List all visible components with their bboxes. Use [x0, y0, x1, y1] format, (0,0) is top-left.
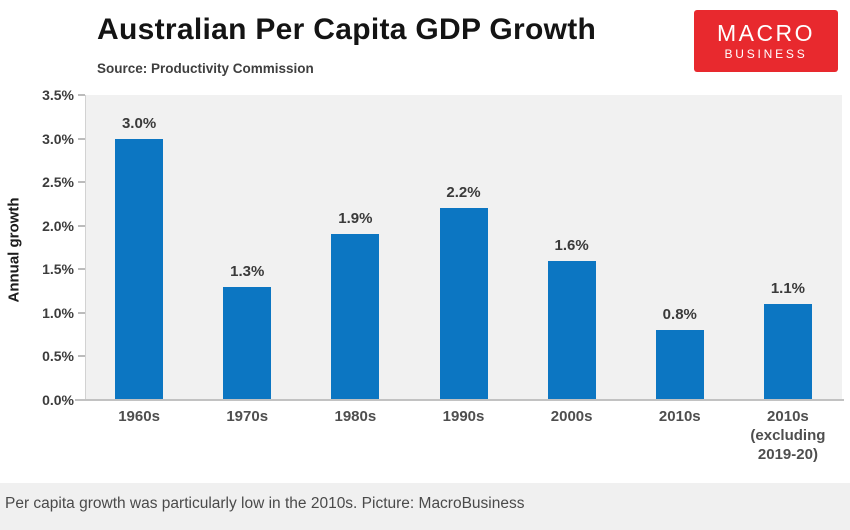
- bar-2010s-excluding-2019-20-: [763, 304, 812, 400]
- logo-text-business: BUSINESS: [724, 47, 808, 61]
- bar-1980s: [331, 234, 380, 400]
- caption-text: Per capita growth was particularly low i…: [5, 495, 525, 512]
- x-tick-label: 1990s: [442, 408, 485, 425]
- x-axis-line: [75, 399, 844, 401]
- bar-2000s: [547, 261, 596, 400]
- bar-value-label: 3.0%: [121, 115, 157, 132]
- bar-value-label: 1.9%: [338, 210, 373, 227]
- x-axis: 1960s 1970s 1980s 1990s 2000s 2010s 2010s (exc…: [85, 407, 842, 477]
- bar-2010s: [655, 330, 704, 400]
- y-tick-mark: [78, 224, 85, 227]
- x-tick-label: 2010s: [658, 408, 701, 425]
- y-tick-label: 3.0%: [42, 130, 74, 147]
- bar-value-label: 0.8%: [662, 306, 697, 323]
- y-tick-mark: [78, 181, 85, 184]
- x-tick-label: 1970s: [226, 408, 269, 425]
- bar-1970s: [223, 287, 272, 400]
- y-tick-label: 3.5%: [42, 87, 74, 103]
- y-axis-line: [85, 95, 86, 400]
- x-tick-label: 1980s: [334, 408, 377, 425]
- y-tick-mark: [78, 94, 85, 96]
- plot-area: 3.0% 1.3% 1.9% 2.2% 1.6% 0.8% 1.1%: [85, 95, 842, 400]
- y-tick-mark: [78, 137, 85, 140]
- y-tick-label: 0.0%: [42, 392, 74, 408]
- y-tick-label: 1.0%: [42, 304, 74, 321]
- bar-value-label: 1.3%: [230, 263, 265, 280]
- macrobusiness-logo: MACRO BUSINESS: [694, 10, 838, 72]
- bar-value-label: 2.2%: [446, 184, 481, 201]
- y-tick-mark: [78, 311, 85, 314]
- y-tick-mark: [78, 355, 85, 358]
- bar-1960s: [115, 139, 164, 400]
- y-tick-label: 2.0%: [42, 217, 74, 234]
- bar-value-label: 1.1%: [770, 280, 806, 297]
- x-tick-label: 1960s: [118, 408, 160, 425]
- bar-1990s: [439, 208, 488, 400]
- x-tick-label: 2010s (excluding 2019-20): [750, 408, 826, 463]
- y-tick-label: 0.5%: [42, 348, 74, 365]
- y-axis: 0.0% 0.5% 1.0% 1.5% 2.0% 2.5% 3.0% 3.5%: [0, 87, 85, 408]
- x-tick-label: 2000s: [550, 408, 593, 425]
- logo-text-macro: MACRO: [716, 20, 816, 46]
- y-tick-mark: [78, 268, 85, 271]
- bar-value-label: 1.6%: [554, 237, 589, 254]
- chart-source: Source: Productivity Commission: [97, 61, 314, 76]
- caption-band: Per capita growth was particularly low i…: [0, 483, 850, 530]
- y-tick-label: 1.5%: [42, 261, 74, 278]
- chart-title: Australian Per Capita GDP Growth: [97, 13, 597, 46]
- y-tick-label: 2.5%: [42, 174, 74, 191]
